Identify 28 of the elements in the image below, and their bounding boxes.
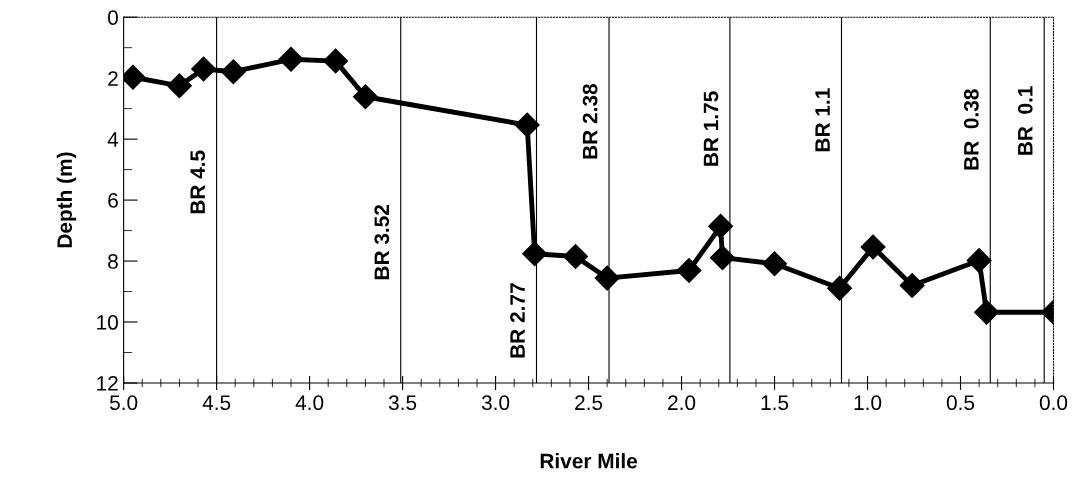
y-axis-title: Depth (m) bbox=[56, 152, 77, 248]
y-tick-label: 12 bbox=[97, 375, 118, 391]
ref-line-label: BR 4.5 bbox=[190, 150, 206, 214]
ref-line-label: BR 3.52 bbox=[374, 204, 390, 280]
ref-line-label: BR 2.77 bbox=[510, 283, 525, 358]
x-axis-title: River Mile bbox=[540, 453, 638, 469]
x-tick-label: 4.5 bbox=[202, 395, 231, 411]
ref-line-label: BR 1.75 bbox=[703, 91, 719, 166]
x-tick-label: 5.0 bbox=[109, 395, 138, 411]
x-tick-label: 2.5 bbox=[575, 395, 603, 411]
x-tick-label: 1.5 bbox=[761, 395, 789, 411]
x-tick-label: 1.0 bbox=[854, 395, 882, 411]
y-tick-label: 6 bbox=[108, 193, 118, 208]
x-tick-label: 4.0 bbox=[295, 395, 324, 411]
y-tick-label: 0 bbox=[107, 10, 118, 25]
ref-line-label: BR 2.38 bbox=[582, 84, 598, 159]
x-tick-label: 3.0 bbox=[481, 395, 510, 411]
x-tick-label: 0.0 bbox=[1039, 395, 1068, 411]
ref-line-label: BR 1.1 bbox=[815, 88, 830, 152]
y-tick-label: 4 bbox=[107, 132, 119, 147]
y-tick-label: 2 bbox=[108, 71, 118, 86]
y-tick-label: 8 bbox=[108, 254, 118, 269]
ref-line-label: BR 0.38 bbox=[963, 89, 979, 170]
x-tick-label: 0.5 bbox=[946, 395, 975, 411]
x-tick-label: 2.0 bbox=[668, 395, 696, 411]
x-tick-label: 3.5 bbox=[388, 395, 417, 411]
ref-line-label: BR 0.1 bbox=[1017, 86, 1033, 155]
y-tick-label: 10 bbox=[97, 315, 118, 330]
